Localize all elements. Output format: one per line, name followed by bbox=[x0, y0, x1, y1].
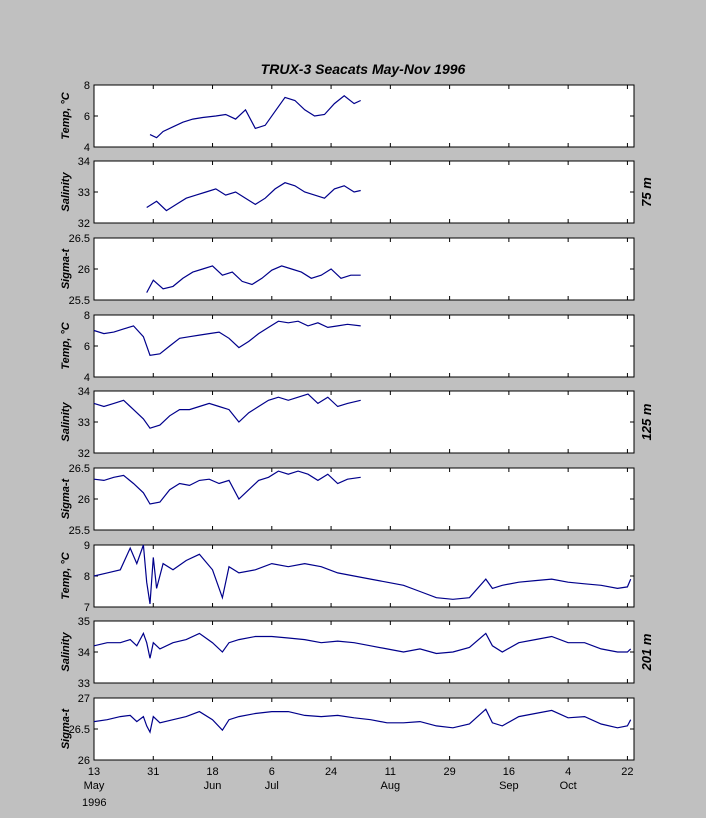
figure-title: TRUX-3 Seacats May-Nov 1996 bbox=[261, 61, 466, 77]
panel-2: 32 33 34 Salinity bbox=[60, 156, 635, 230]
depth-label: 75 m bbox=[639, 177, 654, 207]
y-axis-label: Salinity bbox=[60, 402, 72, 442]
plot-area bbox=[93, 544, 635, 608]
y-tick-label: 4 bbox=[84, 142, 90, 154]
y-tick-label: 32 bbox=[78, 218, 90, 230]
series-line bbox=[146, 182, 361, 212]
y-axis-label: Sigma-t bbox=[60, 707, 72, 749]
plot-area bbox=[93, 237, 635, 301]
y-tick-label: 8 bbox=[84, 571, 90, 583]
depth-labels: 75 m 125 m 201 m bbox=[639, 177, 654, 672]
panel-1: 4 6 8 Temp, °C bbox=[60, 80, 635, 154]
plot-area bbox=[93, 314, 635, 378]
depth-label: 201 m bbox=[639, 633, 654, 671]
panel-7: 7 8 9 Temp, °C bbox=[60, 540, 635, 614]
series-line bbox=[93, 470, 361, 505]
y-tick-label: 33 bbox=[78, 417, 90, 429]
y-tick-label: 34 bbox=[78, 156, 90, 168]
x-tick-label: 31 bbox=[147, 766, 159, 778]
y-tick-label: 35 bbox=[78, 616, 90, 628]
y-tick-label: 4 bbox=[84, 372, 90, 384]
y-tick-label: 26.5 bbox=[69, 724, 90, 736]
y-tick-label: 33 bbox=[78, 187, 90, 199]
series-line bbox=[93, 320, 361, 356]
x-tick-label: 22 bbox=[621, 766, 633, 778]
x-tick-label: 13 bbox=[88, 766, 100, 778]
panel-8: 33 34 35 Salinity bbox=[60, 616, 635, 690]
x-tick-label: 16 bbox=[503, 766, 515, 778]
x-month-label: Sep bbox=[499, 780, 519, 792]
y-tick-label: 33 bbox=[78, 678, 90, 690]
x-month-label: Aug bbox=[381, 780, 401, 792]
depth-label: 125 m bbox=[639, 403, 654, 440]
y-axis-label: Sigma-t bbox=[60, 477, 72, 519]
plot-area bbox=[93, 697, 635, 761]
y-axis-label: Temp, °C bbox=[60, 551, 72, 599]
series-line bbox=[93, 708, 632, 734]
x-month-label: Jun bbox=[204, 780, 222, 792]
y-tick-label: 26 bbox=[78, 264, 90, 276]
y-axis-label: Salinity bbox=[60, 632, 72, 672]
y-tick-label: 6 bbox=[84, 111, 90, 123]
y-axis-label: Salinity bbox=[60, 172, 72, 212]
y-tick-label: 26 bbox=[78, 755, 90, 767]
series-line bbox=[93, 393, 361, 429]
y-tick-label: 25.5 bbox=[69, 525, 90, 537]
x-year-label: 1996 bbox=[82, 797, 106, 809]
x-month-label: Jul bbox=[265, 780, 279, 792]
y-tick-label: 8 bbox=[84, 310, 90, 322]
y-tick-label: 8 bbox=[84, 80, 90, 92]
x-tick-label: 6 bbox=[269, 766, 275, 778]
y-tick-label: 26 bbox=[78, 494, 90, 506]
y-tick-label: 26.5 bbox=[69, 463, 90, 475]
x-month-label: Oct bbox=[560, 780, 577, 792]
x-tick-label: 4 bbox=[565, 766, 571, 778]
panel-5: 32 33 34 Salinity bbox=[60, 386, 635, 460]
y-tick-label: 7 bbox=[84, 602, 90, 614]
x-month-label: May bbox=[84, 780, 105, 792]
plot-area bbox=[93, 84, 635, 148]
y-tick-label: 34 bbox=[78, 647, 90, 659]
plot-area bbox=[93, 390, 635, 454]
x-tick-label: 29 bbox=[443, 766, 455, 778]
y-axis-label: Sigma-t bbox=[60, 247, 72, 289]
series-line bbox=[93, 544, 632, 604]
x-tick-label: 18 bbox=[206, 766, 218, 778]
y-tick-label: 34 bbox=[78, 386, 90, 398]
y-axis-label: Temp, °C bbox=[60, 91, 72, 139]
panel-6: 25.5 26 26.5 Sigma-t bbox=[60, 463, 635, 537]
x-axis: 13 May 31 18 Jun 6 Jul 24 11 Aug 29 16 Sep 4 Oct 22 1996 bbox=[82, 766, 634, 809]
y-tick-label: 25.5 bbox=[69, 295, 90, 307]
plot-area bbox=[93, 467, 635, 531]
panel-3: 25.5 26 26.5 Sigma-t bbox=[60, 233, 635, 307]
y-tick-label: 26.5 bbox=[69, 233, 90, 245]
y-tick-label: 27 bbox=[78, 693, 90, 705]
series-line bbox=[93, 631, 632, 659]
series-line bbox=[146, 265, 361, 293]
y-tick-label: 9 bbox=[84, 540, 90, 552]
plot-area bbox=[93, 620, 635, 684]
y-tick-label: 6 bbox=[84, 341, 90, 353]
panel-4: 4 6 8 Temp, °C bbox=[60, 310, 635, 384]
x-tick-label: 24 bbox=[325, 766, 337, 778]
x-tick-label: 11 bbox=[385, 766, 396, 778]
y-tick-label: 32 bbox=[78, 448, 90, 460]
y-axis-label: Temp, °C bbox=[60, 321, 72, 369]
series-line bbox=[149, 95, 361, 139]
panel-9: 26 26.5 27 Sigma-t bbox=[60, 693, 635, 767]
plot-area bbox=[93, 160, 635, 224]
